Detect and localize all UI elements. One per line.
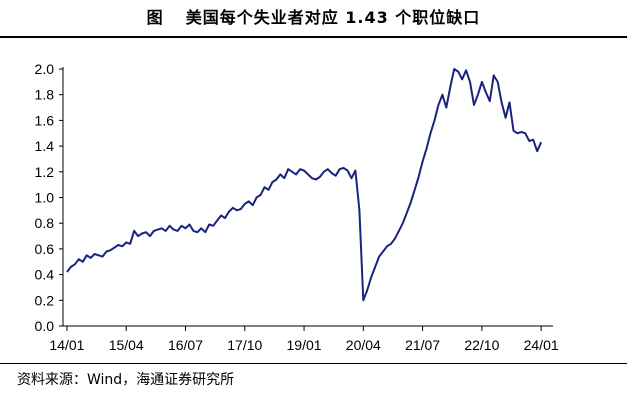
bottom-rule (0, 363, 627, 364)
x-axis: 14/01 15/04 16/07 17/10 19/01 20/04 21/07 22/10… (49, 325, 559, 353)
y-tick-label: 2.0 (35, 61, 55, 77)
y-tick-label: 1.4 (35, 138, 55, 154)
x-tick-label: 17/10 (227, 337, 262, 353)
y-tick-label: 0.8 (35, 215, 55, 231)
figure-label: 图 (146, 8, 164, 27)
x-tick-label: 19/01 (287, 337, 322, 353)
y-tick-label: 0.4 (35, 267, 55, 283)
figure-title: 图 美国每个失业者对应 1.43 个职位缺口 (0, 4, 627, 32)
y-tick-label: 1.2 (35, 164, 55, 180)
y-tick-label: 0.2 (35, 292, 55, 308)
y-tick-label: 1.0 (35, 190, 55, 206)
x-tick-label: 15/04 (109, 337, 144, 353)
x-tick-label: 14/01 (49, 337, 84, 353)
line-chart: 0.00.20.40.60.81.01.21.41.61.82.0 14/01 1… (35, 61, 559, 353)
x-tick-label: 20/04 (346, 337, 381, 353)
y-tick-label: 1.6 (35, 112, 55, 128)
y-axis: 0.0 0.2 0.4 0.6 0.8 1.0 1.2 1.4 1.6 1.8 2.0 (35, 61, 64, 334)
x-tick-label: 21/07 (405, 337, 440, 353)
y-tick-label: 1.8 (35, 87, 55, 103)
top-rule (0, 36, 627, 38)
source-note: 资料来源：Wind，海通证券研究所 (17, 372, 235, 388)
figure-title-text: 美国每个失业者对应 1.43 个职位缺口 (185, 8, 481, 27)
x-tick-label: 24/01 (524, 337, 559, 353)
y-tick-label: 0.0 (35, 318, 55, 334)
series-line (66, 68, 543, 302)
x-tick-label: 22/10 (464, 337, 499, 353)
series-layer (66, 68, 543, 302)
y-tick-label: 0.6 (35, 241, 55, 257)
x-tick-label: 16/07 (168, 337, 203, 353)
